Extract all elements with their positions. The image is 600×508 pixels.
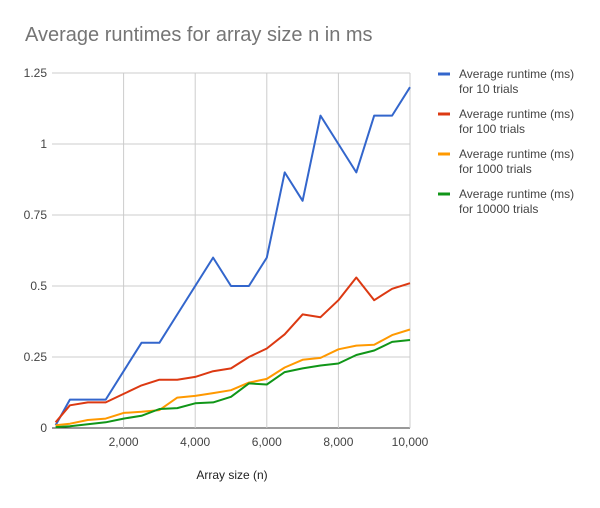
- legend-label-2: for 1000 trials: [459, 162, 532, 176]
- legend-label-1: for 100 trials: [459, 122, 525, 136]
- legend-label-0: for 10 trials: [459, 82, 518, 96]
- series-line-1: [54, 276, 411, 423]
- x-tick-label: 8,000: [323, 435, 353, 449]
- axis-ticks: 0 0.25 0.5 0.75 1 1.25 2,000 4,000 6,000 8,000 10,…: [24, 66, 429, 449]
- x-tick-label: 4,000: [180, 435, 210, 449]
- x-axis-title: Array size (n): [196, 468, 267, 482]
- series-line-0: [54, 86, 411, 426]
- series-line-2: [55, 328, 411, 427]
- y-tick-label: 0.5: [30, 279, 47, 293]
- series-lines: [54, 86, 411, 429]
- y-tick-label: 0.25: [24, 350, 48, 364]
- legend: Average runtime (ms)for 10 trialsAverage…: [438, 67, 574, 216]
- y-tick-label: 0: [40, 421, 47, 435]
- x-tick-label: 6,000: [252, 435, 282, 449]
- x-tick-label: 2,000: [109, 435, 139, 449]
- series-line-3: [55, 339, 411, 429]
- legend-label-1: Average runtime (ms): [459, 107, 574, 121]
- x-tick-label: 10,000: [392, 435, 429, 449]
- legend-label-3: Average runtime (ms): [459, 187, 574, 201]
- y-tick-label: 1: [40, 137, 47, 151]
- legend-label-3: for 10000 trials: [459, 202, 538, 216]
- gridlines: [52, 72, 411, 429]
- y-tick-label: 1.25: [24, 66, 48, 80]
- chart-title: Average runtimes for array size n in ms: [25, 24, 373, 46]
- y-tick-label: 0.75: [24, 208, 48, 222]
- legend-label-2: Average runtime (ms): [459, 147, 574, 161]
- legend-label-0: Average runtime (ms): [459, 67, 574, 81]
